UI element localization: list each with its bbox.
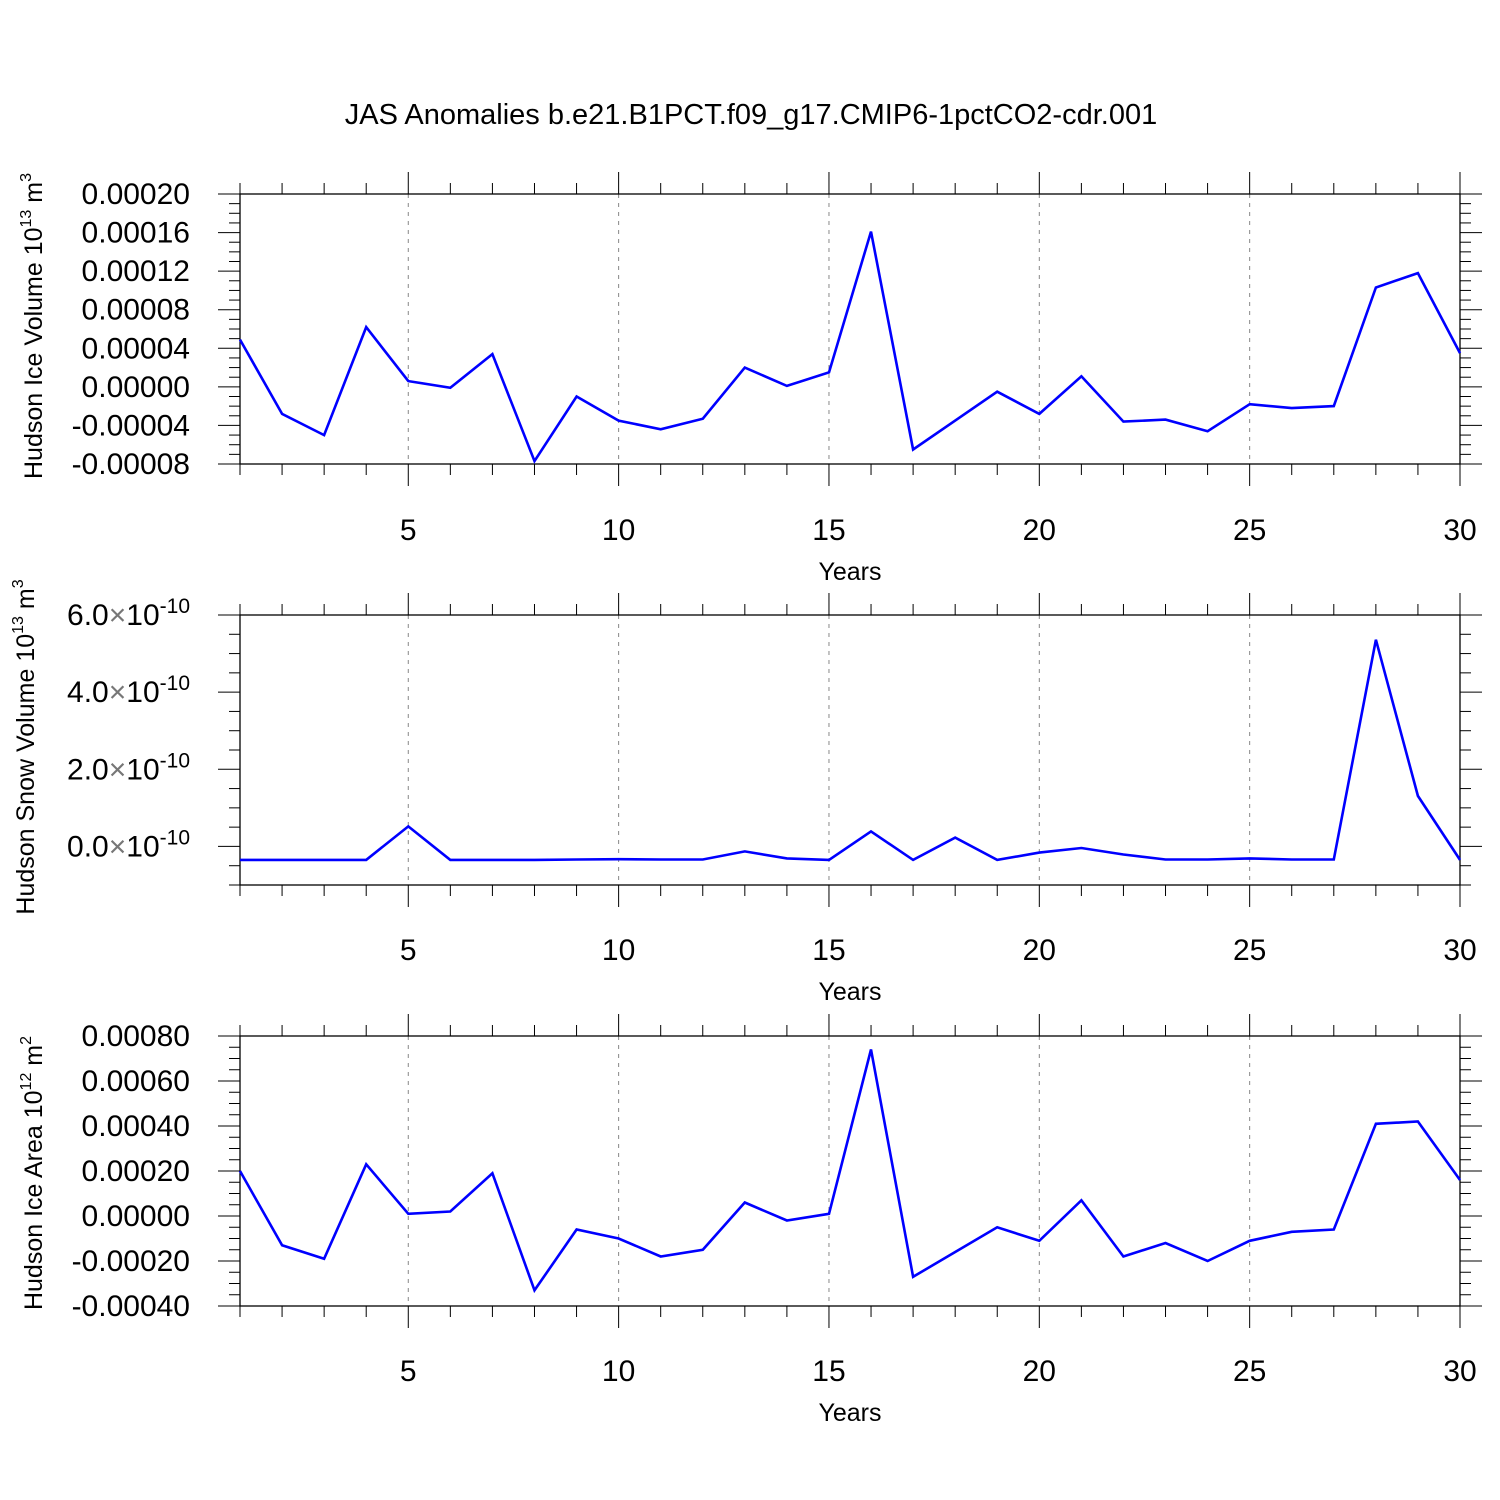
- panel-2: 5 10 15 20 25 30 Years 6.0×10-10 4.0×10-10 2.0×10…: [10, 579, 1482, 1006]
- y-tick-label: -0.00020: [72, 1245, 190, 1278]
- y-axis-label: Hudson Snow Volume 1013 m3: [10, 579, 40, 914]
- x-axis-label: Years: [818, 558, 881, 586]
- plot-frame: [239, 193, 1461, 465]
- x-tick-label: 20: [1023, 514, 1056, 547]
- series-line: [238, 1049, 1462, 1294]
- panel-1: 5 10 15 20 25 30 Years 0.00020 0.00016 0.00012 0.0…: [18, 172, 1482, 586]
- x-tick-label: 10: [602, 934, 635, 967]
- y-tick-label: 0.00004: [82, 332, 190, 365]
- y-tick-label: 0.00008: [82, 294, 190, 327]
- panel-3: 5 10 15 20 25 30 Years 0.00080 0.00060 0.00040 0.0…: [18, 1014, 1482, 1427]
- series-line: [238, 231, 1462, 464]
- y-axis-label: Hudson Ice Area 1012 m2: [18, 1036, 48, 1310]
- y-tick-label: 4.0×10-10: [67, 672, 190, 709]
- x-tick-label: 5: [400, 934, 417, 967]
- x-tick-label: 10: [602, 1355, 635, 1388]
- x-tick-label: 10: [602, 514, 635, 547]
- y-tick-label: 0.00060: [82, 1065, 190, 1098]
- x-tick-label: 15: [812, 1355, 845, 1388]
- x-tick-label: 20: [1023, 934, 1056, 967]
- x-tick-label: 5: [400, 514, 417, 547]
- y-tick-label: -0.00008: [72, 448, 190, 481]
- plot-frame: [239, 1035, 1461, 1307]
- x-axis-label: Years: [818, 1399, 881, 1427]
- y-tick-label: 0.00016: [82, 217, 190, 250]
- x-tick-label: 25: [1233, 934, 1266, 967]
- x-tick-label: 30: [1443, 934, 1476, 967]
- y-tick-label: 2.0×10-10: [67, 749, 190, 786]
- x-tick-label: 5: [400, 1355, 417, 1388]
- y-axis-label: Hudson Ice Volume 1013 m3: [18, 173, 48, 479]
- y-tick-label: 0.00020: [82, 178, 190, 211]
- y-tick-label: 6.0×10-10: [67, 595, 190, 632]
- y-tick-label: 0.00012: [82, 255, 190, 288]
- series-line: [240, 639, 1462, 862]
- x-tick-label: 30: [1443, 1355, 1476, 1388]
- y-tick-label: 0.00020: [82, 1155, 190, 1188]
- x-tick-label: 15: [812, 514, 845, 547]
- y-tick-label: -0.00040: [72, 1290, 190, 1323]
- figure-title: JAS Anomalies b.e21.B1PCT.f09_g17.CMIP6-…: [345, 99, 1157, 131]
- y-tick-label: 0.00040: [82, 1110, 190, 1143]
- y-tick-label: -0.00004: [72, 409, 190, 442]
- y-tick-label: 0.00000: [82, 371, 190, 404]
- plots: 5 10 15 20 25 30 Years 0.00020 0.00016 0.00012 0.0…: [10, 172, 1482, 1427]
- y-tick-label: 0.00080: [82, 1020, 190, 1053]
- x-tick-label: 25: [1233, 1355, 1266, 1388]
- x-tick-label: 30: [1443, 514, 1476, 547]
- x-tick-label: 15: [812, 934, 845, 967]
- x-axis-label: Years: [818, 978, 881, 1006]
- x-tick-label: 25: [1233, 514, 1266, 547]
- x-tick-label: 20: [1023, 1355, 1056, 1388]
- y-tick-label: 0.0×10-10: [67, 826, 190, 863]
- y-tick-label: 0.00000: [82, 1200, 190, 1233]
